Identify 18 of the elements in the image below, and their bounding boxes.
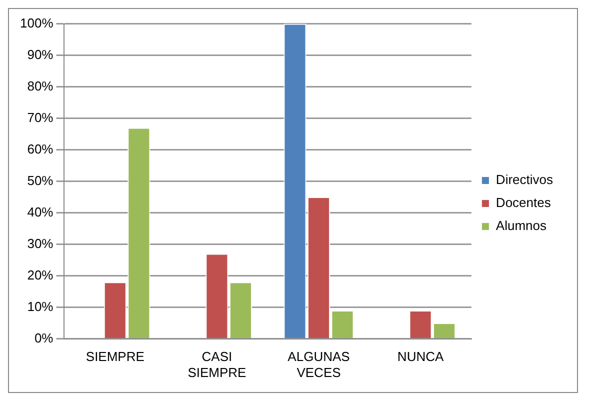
x-tick-label: SIEMPRE xyxy=(86,349,145,364)
x-tick-label: CASI SIEMPRE xyxy=(188,349,247,380)
x-tick-label: NUNCA xyxy=(397,349,444,364)
y-tick-label: 70% xyxy=(27,110,54,125)
y-tick-label: 30% xyxy=(27,236,54,251)
legend-label: Docentes xyxy=(496,195,552,210)
y-tick-label: 80% xyxy=(27,78,54,94)
y-tick-label: 90% xyxy=(27,46,54,62)
y-tick-label: 60% xyxy=(27,141,54,156)
y-tick-label: 40% xyxy=(27,204,54,220)
legend-label: Alumnos xyxy=(496,218,548,234)
x-tick-label: ALGUNAS VECES xyxy=(288,349,350,380)
y-tick-label: 0% xyxy=(34,330,54,346)
y-tick-label: 100% xyxy=(20,15,54,30)
legend-label: Directivos xyxy=(496,172,554,188)
y-tick-label: 10% xyxy=(27,298,54,314)
y-tick-label: 20% xyxy=(27,267,54,282)
y-tick-label: 50% xyxy=(27,172,54,188)
